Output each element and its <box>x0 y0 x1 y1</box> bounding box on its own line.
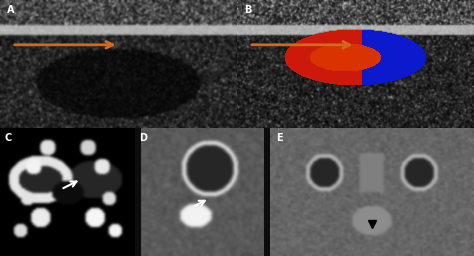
Text: D: D <box>139 133 147 143</box>
Text: E: E <box>276 133 283 143</box>
Text: A: A <box>7 5 15 15</box>
Text: B: B <box>244 5 252 15</box>
Text: C: C <box>4 133 11 143</box>
